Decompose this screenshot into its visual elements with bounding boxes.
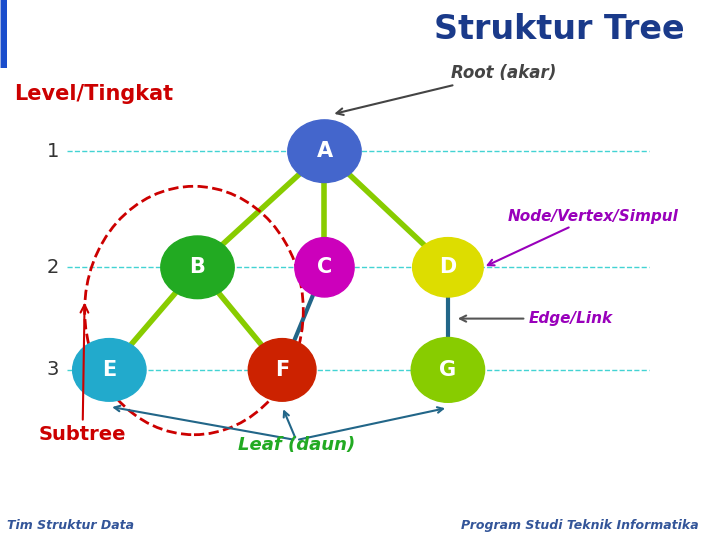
Text: 1: 1	[47, 141, 59, 161]
Text: C: C	[317, 257, 332, 278]
Ellipse shape	[288, 120, 361, 183]
Text: Struktur Tree: Struktur Tree	[433, 13, 684, 46]
Text: A: A	[316, 141, 333, 161]
Text: Subtree: Subtree	[39, 305, 126, 444]
Text: B: B	[189, 257, 205, 278]
Ellipse shape	[413, 238, 483, 297]
Text: Tim Struktur Data: Tim Struktur Data	[7, 519, 134, 532]
Text: G: G	[439, 360, 456, 380]
Text: 3: 3	[47, 360, 59, 380]
Text: Root (akar): Root (akar)	[336, 64, 557, 115]
Ellipse shape	[411, 338, 485, 402]
Text: 2: 2	[47, 258, 59, 277]
Text: Program Studi Teknik Informatika: Program Studi Teknik Informatika	[461, 519, 698, 532]
Ellipse shape	[248, 339, 316, 401]
Text: D: D	[439, 257, 456, 278]
Ellipse shape	[161, 236, 234, 299]
Text: Level/Tingkat: Level/Tingkat	[14, 84, 174, 105]
Text: E: E	[102, 360, 117, 380]
Text: Edge/Link: Edge/Link	[460, 311, 613, 326]
Ellipse shape	[295, 238, 354, 297]
Text: Node/Vertex/Simpul: Node/Vertex/Simpul	[488, 208, 679, 265]
Text: Leaf (daun): Leaf (daun)	[238, 436, 355, 455]
Text: F: F	[275, 360, 289, 380]
Ellipse shape	[73, 339, 146, 401]
